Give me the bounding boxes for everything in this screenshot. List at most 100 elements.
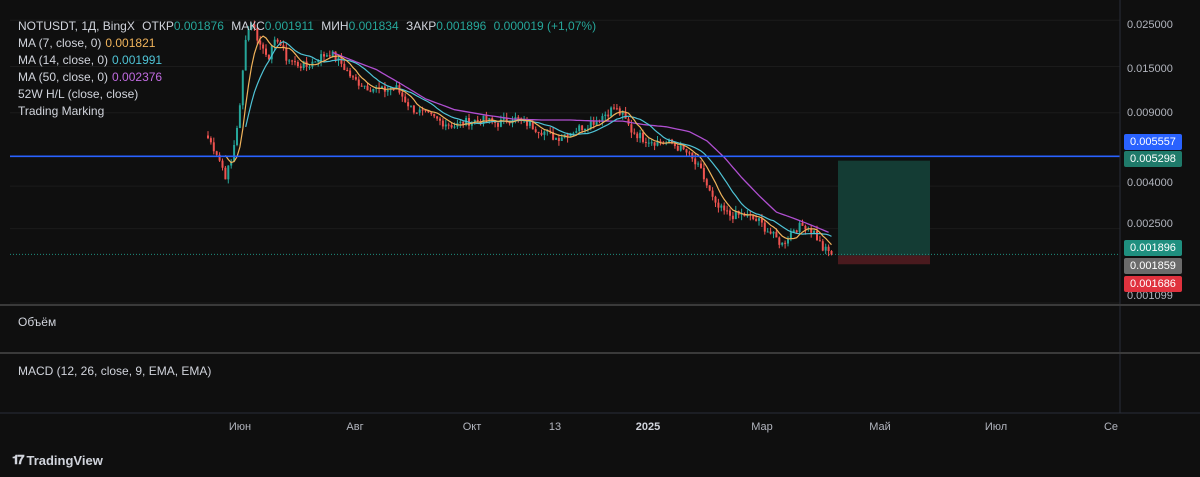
- candle-body: [787, 239, 789, 244]
- candle-body: [734, 211, 737, 220]
- candle-body: [818, 240, 821, 242]
- candle-body: [595, 120, 598, 125]
- candle-body: [784, 242, 787, 244]
- candle-body: [560, 137, 563, 141]
- high-label: МАКС: [231, 19, 265, 33]
- ma14-row[interactable]: MA (14, close, 0) 0.001991: [18, 52, 596, 69]
- candle-body: [470, 122, 473, 126]
- marking-row[interactable]: Trading Marking: [18, 103, 596, 120]
- candle-body: [621, 111, 624, 115]
- ma7-line: [224, 35, 832, 246]
- candle-body: [729, 210, 731, 216]
- candle-body: [650, 142, 653, 144]
- candle-body: [694, 158, 697, 165]
- candle-body: [540, 132, 543, 135]
- candle-body: [346, 69, 349, 71]
- candle-body: [253, 24, 256, 29]
- candle-body: [673, 143, 676, 147]
- candle-body: [499, 119, 502, 127]
- candle-body: [459, 121, 462, 124]
- candle-body: [241, 70, 244, 106]
- candle-body: [586, 128, 589, 130]
- volume-pane-title[interactable]: Объём: [18, 315, 57, 329]
- candle-body: [659, 141, 662, 143]
- candle-body: [340, 57, 343, 64]
- candle-body: [592, 121, 595, 125]
- candle-body: [697, 163, 700, 165]
- candle-body: [317, 61, 320, 63]
- ma50-label: MA (50, close, 0): [18, 70, 109, 84]
- candle-body: [389, 89, 392, 91]
- candle-body: [639, 132, 642, 139]
- entry-price-badge[interactable]: 0.001859: [1124, 258, 1182, 274]
- candle-body: [798, 222, 801, 233]
- x-tick: Июл: [984, 421, 1008, 433]
- candle-body: [401, 92, 404, 97]
- candle-body: [349, 70, 352, 77]
- candle-body: [427, 110, 430, 113]
- candle-body: [218, 154, 221, 161]
- candle-body: [821, 241, 824, 251]
- candle-body: [386, 90, 389, 92]
- tradingview-logo[interactable]: 𝟏𝟕 TradingView: [12, 452, 103, 468]
- candle-body: [801, 222, 804, 226]
- candle-body: [421, 109, 424, 111]
- tradingview-logo-text: TradingView: [26, 452, 103, 468]
- y-tick: 0.015000: [1127, 63, 1173, 75]
- candle-body: [473, 119, 476, 123]
- candle-body: [763, 222, 766, 232]
- target-price-badge[interactable]: 0.005298: [1124, 151, 1182, 167]
- candle-body: [795, 230, 798, 233]
- candle-body: [363, 85, 366, 87]
- last-price-badge[interactable]: 0.001896: [1124, 240, 1182, 256]
- candle-body: [328, 55, 331, 57]
- x-tick: Окт: [462, 421, 482, 433]
- candle-body: [450, 125, 453, 128]
- candle-body: [546, 130, 549, 132]
- candle-body: [207, 135, 209, 139]
- candle-body: [613, 107, 615, 109]
- candle-body: [291, 60, 294, 62]
- candle-body: [392, 89, 395, 91]
- candle-body: [244, 39, 247, 71]
- candle-body: [476, 119, 479, 122]
- candle-body: [575, 131, 578, 133]
- candle-body: [766, 231, 769, 233]
- y-tick: 0.004000: [1127, 177, 1173, 189]
- candle-body: [439, 118, 441, 121]
- candle-body: [412, 105, 415, 113]
- candle-body: [604, 114, 607, 117]
- candle-body: [302, 61, 305, 69]
- candle-body: [601, 116, 604, 122]
- ma7-row[interactable]: MA (7, close, 0) 0.001821: [18, 35, 596, 52]
- stop-price-badge[interactable]: 0.001686: [1124, 276, 1182, 292]
- candle-body: [607, 114, 610, 117]
- x-tick: 13: [548, 421, 562, 433]
- candle-body: [760, 218, 763, 223]
- ma7-value: 0.001821: [105, 36, 156, 50]
- candle-body: [615, 108, 618, 110]
- candle-body: [685, 149, 688, 153]
- macd-pane-title[interactable]: MACD (12, 26, close, 9, EMA, EMA): [18, 364, 212, 378]
- candle-body: [415, 112, 418, 114]
- candle-body: [624, 111, 627, 119]
- candle-body: [366, 85, 369, 91]
- candle-body: [325, 55, 328, 57]
- hline-price-badge[interactable]: 0.005557: [1124, 134, 1182, 150]
- profit-zone: [838, 160, 930, 256]
- candle-body: [702, 168, 705, 180]
- candle-body: [360, 85, 363, 87]
- candle-body: [630, 124, 633, 133]
- candle-body: [502, 117, 505, 120]
- close-label: ЗАКР: [406, 19, 437, 33]
- position-tool[interactable]: [838, 160, 930, 265]
- symbol-info[interactable]: NOTUSDT, 1Д, BingX: [18, 19, 135, 33]
- candle-body: [700, 163, 702, 169]
- ma50-row[interactable]: MA (50, close, 0) 0.002376: [18, 69, 596, 86]
- x-tick: Авг: [346, 421, 364, 433]
- candle-body: [247, 29, 250, 40]
- candle-body: [250, 24, 253, 30]
- candle-body: [236, 127, 238, 145]
- hl-row[interactable]: 52W H/L (close, close): [18, 86, 596, 103]
